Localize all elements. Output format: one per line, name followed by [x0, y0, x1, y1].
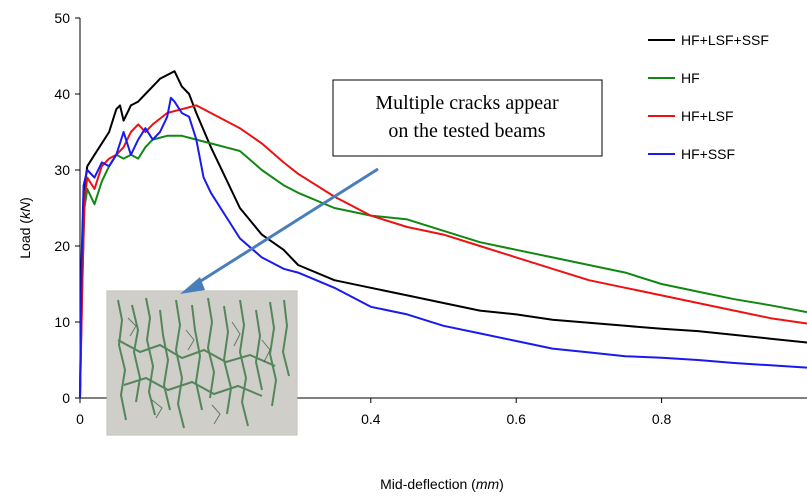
- y-axis-label-prefix: Load (: [17, 219, 33, 259]
- x-tick-label: 0.8: [652, 411, 672, 427]
- series-line-hf-lsf: [79, 104, 807, 399]
- y-axis-label-unit: kN: [17, 201, 33, 219]
- crack-photo: [106, 290, 298, 436]
- x-tick-label: 0: [76, 411, 84, 427]
- legend-label: HF+LSF: [681, 108, 734, 124]
- y-tick-label: 40: [54, 86, 70, 102]
- annotation-arrow: [180, 167, 379, 294]
- series-line-hf-ssf: [79, 96, 807, 399]
- legend: HF+LSF+SSF HF HF+LSF HF+SSF: [648, 32, 769, 162]
- series-line-hf: [79, 134, 807, 399]
- x-axis-label-unit: mm: [476, 476, 500, 492]
- y-tick-label: 10: [54, 314, 70, 330]
- series-line-hf-lsf-ssf: [79, 70, 807, 399]
- x-tick-label: 0.6: [506, 411, 526, 427]
- legend-label: HF+LSF+SSF: [681, 32, 769, 48]
- annotation-box: Multiple cracks appear on the tested bea…: [332, 79, 603, 157]
- y-tick-label: 30: [54, 162, 70, 178]
- y-axis-label: Load (kN): [17, 197, 33, 259]
- y-tick-label: 50: [54, 10, 70, 26]
- x-tick-label: 0.4: [361, 411, 381, 427]
- annotation-line-1: Multiple cracks appear: [375, 92, 559, 114]
- x-axis-label-prefix: Mid-deflection (: [380, 476, 476, 492]
- y-tick-label: 20: [54, 238, 70, 254]
- legend-label: HF+SSF: [681, 146, 735, 162]
- y-axis-label-suffix: ): [17, 197, 33, 202]
- y-tick-label: 0: [62, 390, 70, 406]
- series-lines: [79, 70, 807, 399]
- x-axis-label: Mid-deflection (mm): [380, 476, 504, 492]
- legend-label: HF: [681, 70, 700, 86]
- x-axis-label-suffix: ): [499, 476, 504, 492]
- annotation-line-2: on the tested beams: [388, 120, 545, 142]
